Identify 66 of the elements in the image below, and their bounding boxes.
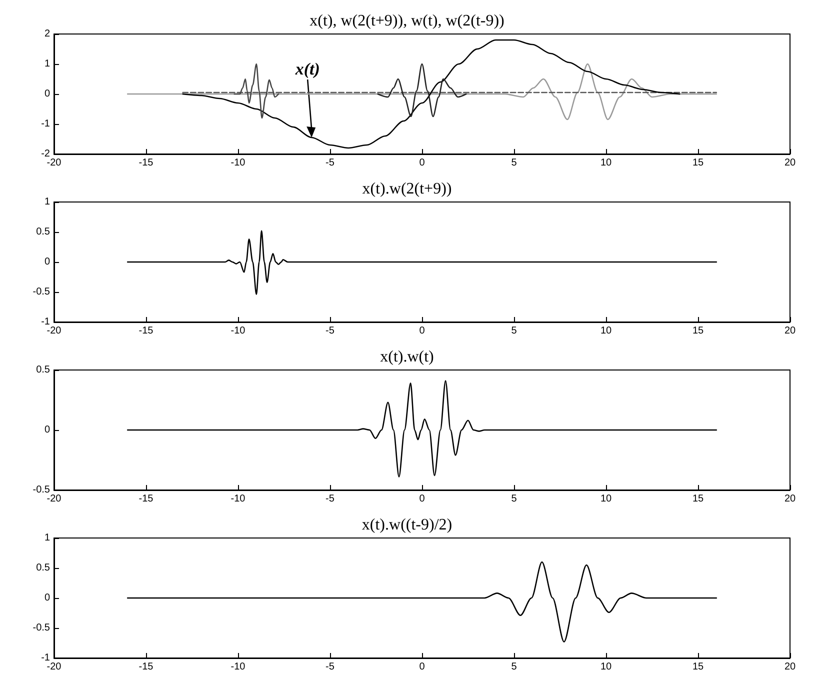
y-tick-label: 1: [44, 532, 50, 544]
x-tick-label: 10: [600, 494, 612, 504]
x-tick-label: -10: [230, 326, 246, 336]
x-tick-label: 20: [784, 326, 796, 336]
x-tick-label: -20: [46, 662, 62, 672]
y-tick-label: 0: [44, 424, 50, 436]
x-tick-label: 5: [511, 326, 518, 336]
x-tick-label: 20: [784, 158, 796, 168]
chart-title: x(t).w(t): [380, 348, 434, 366]
line-series: [126, 380, 718, 478]
x-tick-label: 20: [784, 494, 796, 504]
x-tick-label: -5: [326, 662, 335, 672]
x-tick-label: 0: [419, 662, 426, 672]
x-tick-label: 5: [511, 662, 518, 672]
y-tick-label: -0.5: [32, 484, 50, 496]
y-tick-label: 1: [44, 58, 50, 70]
x-tick-label: 0: [419, 158, 426, 168]
y-tick-label: 1: [44, 196, 50, 208]
line-series: [182, 39, 680, 149]
x-tick-label: -15: [138, 494, 154, 504]
x-tick-label: 5: [511, 494, 518, 504]
y-tick-label: 2: [44, 28, 50, 40]
y-tick-label: 0.5: [36, 562, 50, 574]
y-tick-label: -1: [41, 316, 50, 328]
x-tick-label: -10: [230, 662, 246, 672]
y-tick-label: -1: [41, 118, 50, 130]
line-series: [126, 561, 718, 642]
line-series: [234, 63, 280, 119]
line-series: [126, 230, 718, 296]
x-tick-label: 20: [784, 662, 796, 672]
x-tick-label: -5: [326, 158, 335, 168]
y-tick-label: 0: [44, 592, 50, 604]
x-tick-label: -20: [46, 158, 62, 168]
x-tick-label: 0: [419, 326, 426, 336]
chart-title: x(t).w((t-9)/2): [362, 516, 452, 534]
annotation: x(t): [294, 60, 320, 78]
x-tick-label: 10: [600, 158, 612, 168]
y-tick-label: 0.5: [36, 364, 50, 376]
x-tick-label: 5: [511, 158, 518, 168]
x-tick-label: 15: [692, 326, 704, 336]
y-tick-label: 0.5: [36, 226, 50, 238]
x-tick-label: 15: [692, 494, 704, 504]
y-tick-label: 0: [44, 256, 50, 268]
x-tick-label: 15: [692, 158, 704, 168]
x-tick-label: 0: [419, 494, 426, 504]
y-tick-label: -1: [41, 652, 50, 664]
x-tick-label: -10: [230, 158, 246, 168]
x-tick-label: -20: [46, 326, 62, 336]
x-tick-label: -5: [326, 494, 335, 504]
y-tick-label: 0: [44, 88, 50, 100]
line-series: [126, 63, 718, 120]
y-tick-label: -2: [41, 148, 50, 160]
x-tick-label: -15: [138, 662, 154, 672]
chart-title: x(t).w(2(t+9)): [362, 180, 452, 198]
y-tick-label: -0.5: [32, 286, 50, 298]
x-tick-label: -5: [326, 326, 335, 336]
x-tick-label: -20: [46, 494, 62, 504]
y-tick-label: -0.5: [32, 622, 50, 634]
x-tick-label: 10: [600, 326, 612, 336]
x-tick-label: -15: [138, 326, 154, 336]
x-tick-label: 15: [692, 662, 704, 672]
chart-title: x(t), w(2(t+9)), w(t), w(2(t-9)): [310, 12, 504, 30]
x-tick-label: 10: [600, 662, 612, 672]
x-tick-label: -15: [138, 158, 154, 168]
x-tick-label: -10: [230, 494, 246, 504]
line-series: [377, 63, 467, 118]
